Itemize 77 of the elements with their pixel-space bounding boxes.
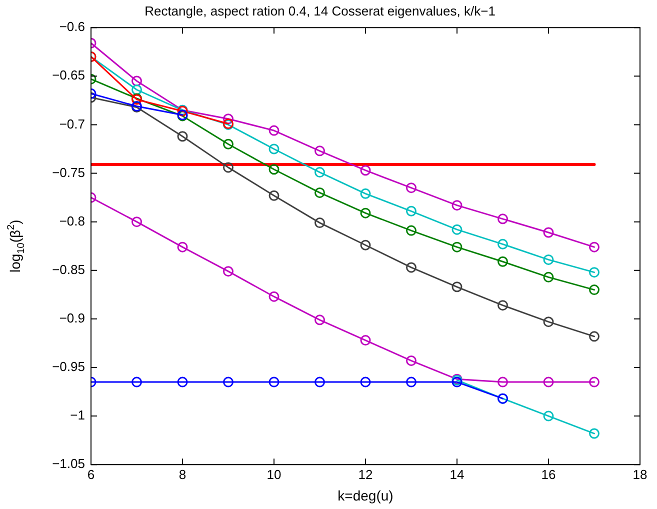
- point: [543, 376, 554, 388]
- point: [268, 291, 280, 302]
- chart-title: Rectangle, aspect ration 0.4, 14 Cosserat eigenvalues, k/k−1: [144, 3, 496, 18]
- y-tick-label: −0.75: [52, 164, 85, 180]
- point: [543, 254, 554, 265]
- point: [360, 240, 371, 250]
- point: [223, 376, 234, 388]
- point: [177, 131, 188, 142]
- point: [452, 282, 462, 292]
- point: [360, 335, 371, 346]
- point: [314, 376, 325, 388]
- point: [132, 76, 142, 86]
- point: [498, 256, 508, 267]
- point: [406, 355, 416, 366]
- point: [314, 218, 325, 228]
- point: [268, 125, 280, 136]
- point: [314, 167, 325, 178]
- point: [268, 144, 280, 154]
- x-tick-label: 16: [541, 466, 556, 482]
- y-tick-label: −0.9: [59, 310, 85, 326]
- point: [177, 376, 188, 388]
- x-tick-label: 10: [266, 466, 282, 482]
- point: [223, 114, 234, 124]
- point: [132, 84, 142, 95]
- point: [452, 224, 462, 235]
- point: [314, 146, 325, 156]
- point: [498, 214, 508, 224]
- point: [452, 200, 462, 211]
- point: [589, 242, 600, 252]
- x-tick-label: 12: [358, 466, 373, 482]
- point: [543, 227, 554, 238]
- y-tick-label: −0.85: [52, 262, 85, 277]
- point: [406, 376, 416, 388]
- point: [589, 428, 600, 439]
- point: [360, 376, 371, 388]
- point: [360, 165, 371, 176]
- point: [360, 208, 371, 218]
- y-tick-label: −0.65: [52, 68, 85, 83]
- y-tick-label: −0.95: [52, 359, 85, 374]
- point: [132, 376, 142, 388]
- point: [132, 216, 142, 228]
- y-tick-label: −1.05: [52, 456, 85, 472]
- point: [589, 376, 600, 388]
- point: [406, 206, 416, 216]
- point: [498, 376, 508, 388]
- point: [223, 266, 234, 277]
- point: [223, 162, 234, 173]
- point: [406, 225, 416, 236]
- y-tick-label: −0.8: [59, 213, 85, 228]
- x-tick-label: 14: [450, 466, 464, 482]
- point: [498, 238, 508, 250]
- point: [268, 164, 280, 175]
- x-axis-title: k=deg(u): [338, 487, 394, 504]
- point: [498, 300, 508, 311]
- point: [314, 187, 325, 198]
- point: [268, 376, 280, 388]
- point: [223, 138, 234, 150]
- y-axis-title: log10(β2): [6, 220, 27, 272]
- point: [589, 267, 600, 278]
- point: [543, 272, 554, 282]
- point: [268, 190, 280, 201]
- point: [314, 314, 325, 326]
- y-tick-label: −0.6: [59, 19, 85, 34]
- point: [543, 410, 554, 422]
- point: [543, 316, 554, 328]
- point: [589, 331, 600, 342]
- point: [589, 284, 600, 296]
- x-tick-label: 8: [178, 466, 186, 482]
- y-tick-label: −0.7: [59, 116, 85, 132]
- point: [177, 242, 188, 252]
- point: [360, 188, 371, 199]
- point: [406, 182, 416, 194]
- point: [452, 242, 462, 252]
- x-tick-label: 6: [87, 466, 95, 482]
- point: [406, 262, 416, 273]
- x-tick-label: 18: [632, 466, 648, 482]
- y-tick-label: −1: [70, 408, 85, 423]
